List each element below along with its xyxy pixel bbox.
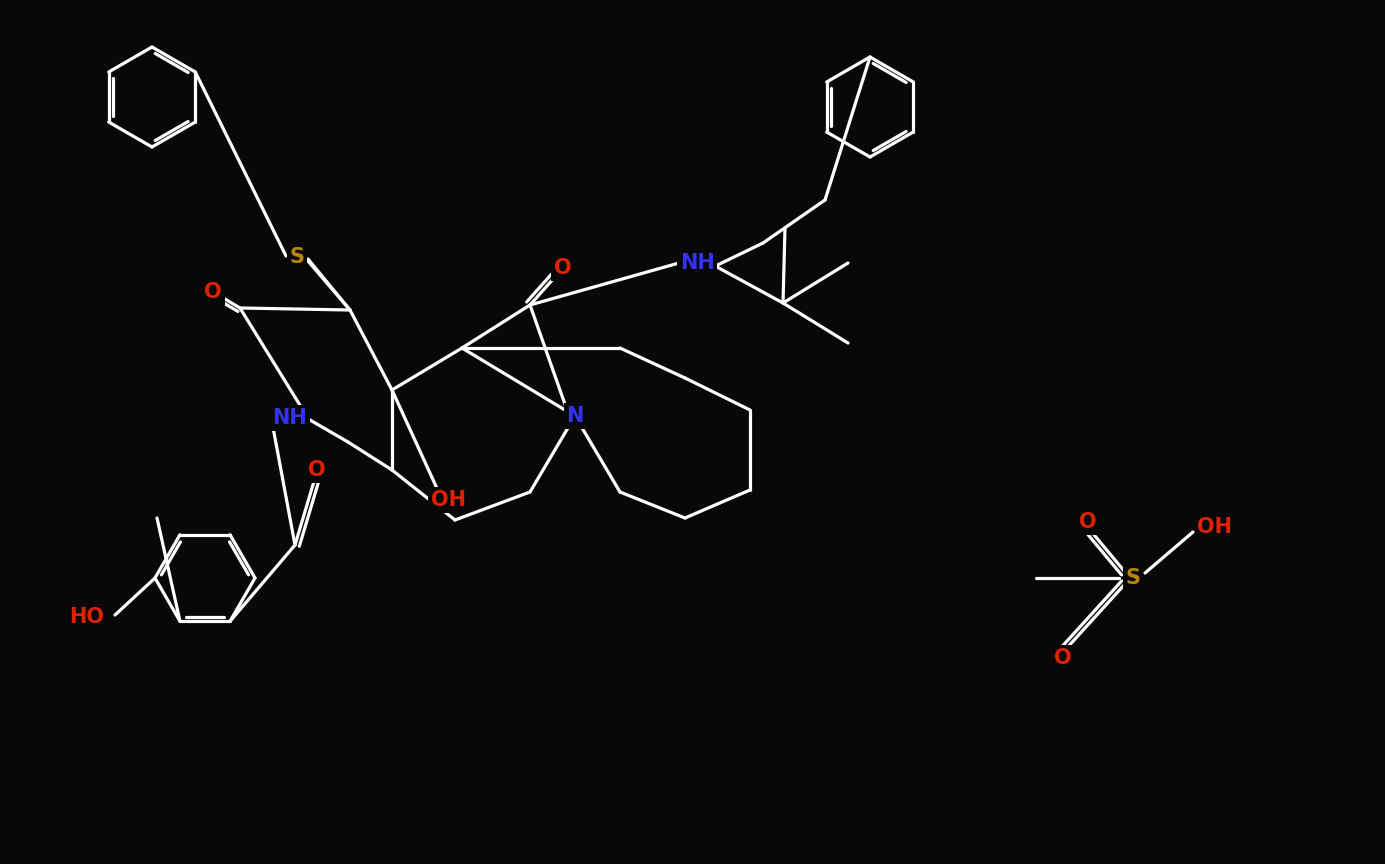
Text: NH: NH <box>273 408 307 428</box>
Text: O: O <box>1079 512 1097 532</box>
Text: S: S <box>1126 568 1140 588</box>
Text: O: O <box>309 460 325 480</box>
Text: OH: OH <box>431 490 465 510</box>
Text: O: O <box>554 258 572 278</box>
Text: N: N <box>566 406 583 426</box>
Text: O: O <box>204 282 222 302</box>
Text: NH: NH <box>680 253 715 273</box>
Text: O: O <box>1054 648 1072 668</box>
Text: S: S <box>289 247 305 267</box>
Text: HO: HO <box>69 607 104 627</box>
Text: OH: OH <box>1198 517 1233 537</box>
